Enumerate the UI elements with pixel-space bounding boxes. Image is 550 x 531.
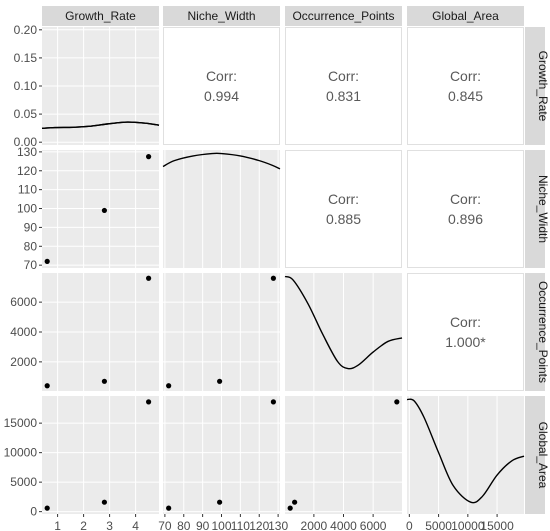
density-curve-Occurrence_Points	[284, 275, 403, 370]
point-Growth_Rate-Niche_Width	[146, 154, 152, 160]
x-tick-label-Niche_Width: 90	[196, 519, 210, 531]
x-tick-label-Growth_Rate: 1	[54, 519, 61, 531]
corr-panel-Niche_Width-Occurrence_Points	[285, 150, 402, 268]
x-tick-label-Occurrence_Points: 6000	[360, 519, 387, 531]
y-tick-label-Occurrence_Points: 2000	[10, 355, 37, 369]
strip-side-label-Growth_Rate: Growth_Rate	[536, 51, 550, 122]
corr-label: Corr:	[450, 191, 481, 207]
strip-side-label-Occurrence_Points: Occurrence_Points	[536, 281, 550, 383]
x-tick-label-Niche_Width: 70	[158, 519, 172, 531]
corr-value: 0.885	[326, 211, 361, 227]
corr-label: Corr:	[450, 314, 481, 330]
strip-side-Niche_Width	[525, 150, 545, 268]
corr-panel-Niche_Width-Global_Area	[407, 150, 524, 268]
strip-label-Niche_Width: Niche_Width	[187, 9, 255, 23]
corr-value: 1.000*	[445, 334, 486, 350]
point-Niche_Width-Occurrence_Points	[270, 275, 276, 281]
corr-panel-Growth_Rate-Niche_Width	[163, 27, 280, 145]
y-tick-label-Global_Area: 10000	[4, 446, 38, 460]
point-Niche_Width-Global_Area	[270, 399, 276, 405]
point-Occurrence_Points-Global_Area	[287, 505, 293, 511]
x-tick-label-Niche_Width: 120	[249, 519, 269, 531]
strip-top-Growth_Rate	[42, 6, 159, 26]
corr-label: Corr:	[206, 68, 237, 84]
panel-Global_Area-Global_Area	[407, 396, 524, 514]
point-Niche_Width-Global_Area	[217, 499, 223, 505]
y-tick-label-Niche_Width: 70	[24, 258, 38, 272]
y-tick-label-Niche_Width: 110	[18, 183, 37, 197]
x-tick-label-Global_Area: 10000	[451, 519, 485, 531]
strip-label-Occurrence_Points: Occurrence_Points	[292, 9, 394, 23]
point-Growth_Rate-Occurrence_Points	[44, 383, 50, 389]
strip-side-Global_Area	[525, 396, 545, 514]
x-tick-label-Growth_Rate: 4	[132, 519, 139, 531]
x-tick-label-Occurrence_Points: 4000	[330, 519, 357, 531]
x-tick-label-Growth_Rate: 3	[106, 519, 113, 531]
y-tick-label-Global_Area: 15000	[4, 416, 38, 430]
y-tick-label-Niche_Width: 100	[17, 202, 37, 216]
x-tick-label-Niche_Width: 130	[268, 519, 288, 531]
strip-label-Growth_Rate: Growth_Rate	[65, 9, 136, 23]
corr-value: 0.994	[204, 88, 239, 104]
point-Niche_Width-Occurrence_Points	[217, 378, 223, 384]
strip-label-Global_Area: Global_Area	[432, 9, 499, 23]
y-tick-label-Occurrence_Points: 4000	[10, 325, 37, 339]
y-tick-label-Niche_Width: 130	[17, 145, 37, 159]
x-tick-label-Growth_Rate: 2	[80, 519, 87, 531]
corr-value: 0.831	[326, 88, 361, 104]
point-Growth_Rate-Global_Area	[44, 505, 50, 511]
corr-label: Corr:	[328, 68, 359, 84]
corr-value: 0.845	[448, 88, 483, 104]
y-tick-label-Growth_Rate: 0.10	[14, 79, 38, 93]
corr-panel-Growth_Rate-Global_Area	[407, 27, 524, 145]
density-curve-Niche_Width	[162, 152, 281, 170]
x-tick-label-Niche_Width: 100	[211, 519, 231, 531]
strip-side-label-Global_Area: Global_Area	[536, 422, 550, 489]
strip-top-Niche_Width	[163, 6, 280, 26]
y-tick-label-Growth_Rate: 0.15	[14, 51, 38, 65]
point-Niche_Width-Global_Area	[166, 505, 172, 511]
point-Occurrence_Points-Global_Area	[292, 499, 298, 505]
point-Growth_Rate-Global_Area	[101, 499, 107, 505]
point-Growth_Rate-Occurrence_Points	[146, 275, 152, 281]
y-tick-label-Occurrence_Points: 6000	[10, 295, 37, 309]
corr-label: Corr:	[450, 68, 481, 84]
x-tick-label-Niche_Width: 110	[231, 519, 250, 531]
strip-top-Global_Area	[407, 6, 524, 26]
point-Growth_Rate-Global_Area	[146, 399, 152, 405]
point-Growth_Rate-Occurrence_Points	[101, 378, 107, 384]
x-tick-label-Global_Area: 5000	[425, 519, 452, 531]
strip-side-label-Niche_Width: Niche_Width	[536, 175, 550, 243]
density-curve-Growth_Rate	[41, 121, 160, 130]
y-tick-label-Niche_Width: 90	[24, 220, 38, 234]
y-tick-label-Global_Area: 0	[30, 505, 37, 519]
y-tick-label-Growth_Rate: 0.00	[14, 135, 38, 149]
point-Growth_Rate-Niche_Width	[101, 207, 107, 214]
x-tick-label-Global_Area: 0	[406, 519, 413, 531]
y-tick-label-Niche_Width: 80	[24, 239, 38, 253]
corr-panel-Growth_Rate-Occurrence_Points	[285, 27, 402, 145]
point-Niche_Width-Occurrence_Points	[166, 383, 172, 389]
strip-side-Growth_Rate	[525, 27, 545, 145]
y-tick-label-Niche_Width: 120	[17, 164, 37, 178]
corr-panel-Occurrence_Points-Global_Area	[407, 273, 524, 391]
y-tick-label-Growth_Rate: 0.20	[14, 23, 38, 37]
x-tick-label-Occurrence_Points: 2000	[301, 519, 328, 531]
y-tick-label-Growth_Rate: 0.05	[14, 107, 38, 121]
point-Occurrence_Points-Global_Area	[394, 399, 400, 405]
strip-top-Occurrence_Points	[285, 6, 402, 26]
x-tick-label-Niche_Width: 80	[177, 519, 191, 531]
strip-side-Occurrence_Points	[525, 273, 545, 391]
x-tick-label-Global_Area: 15000	[480, 519, 514, 531]
corr-value: 0.896	[448, 211, 483, 227]
panel-Global_Area-Growth_Rate	[42, 396, 159, 514]
density-curve-Global_Area	[406, 398, 525, 504]
y-tick-label-Global_Area: 5000	[10, 475, 37, 489]
point-Growth_Rate-Niche_Width	[44, 258, 50, 264]
corr-label: Corr:	[328, 191, 359, 207]
